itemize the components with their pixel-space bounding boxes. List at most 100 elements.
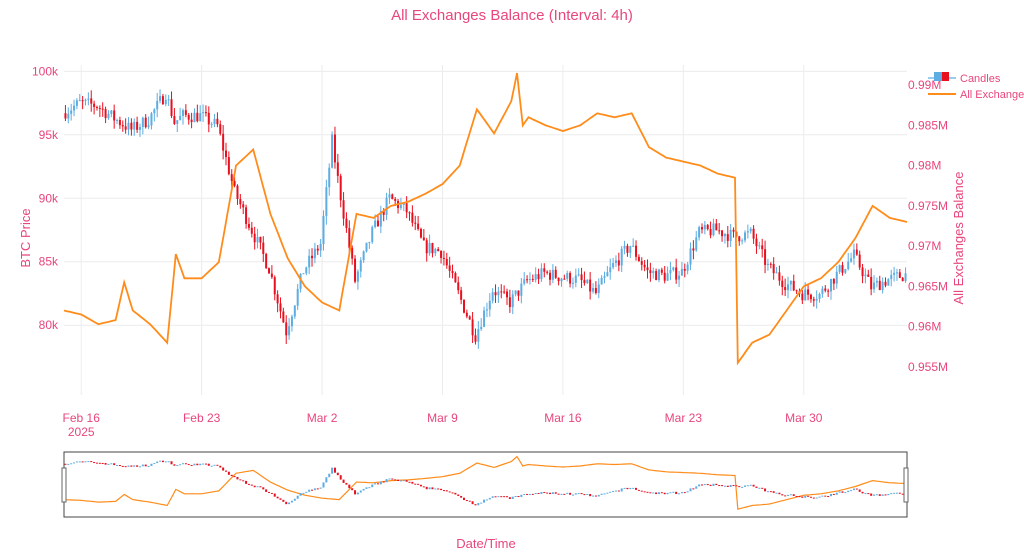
x-tick-label: Mar 9	[427, 411, 458, 425]
candle-body	[858, 254, 861, 268]
range-slider-candle	[784, 495, 787, 497]
range-slider-candle	[391, 478, 394, 480]
range-slider-candle	[491, 496, 494, 498]
range-slider-candle	[606, 492, 609, 494]
range-slider-candle	[818, 496, 821, 498]
candle-body	[709, 229, 712, 236]
range-slider-candle	[540, 491, 543, 494]
candle-body	[325, 187, 328, 216]
range-slider-candle	[239, 479, 242, 481]
candle-body	[571, 282, 574, 284]
range-slider-candle	[445, 490, 448, 492]
candle-body	[405, 203, 408, 213]
candle-body	[75, 100, 78, 106]
candle-body	[870, 276, 873, 290]
candle-body	[875, 280, 878, 283]
candle-body	[402, 203, 405, 205]
range-slider-candle	[316, 488, 319, 490]
range-slider-candle	[549, 492, 552, 495]
range-slider-candle	[417, 483, 420, 485]
range-slider-candle	[652, 492, 655, 494]
candle-body	[809, 294, 812, 300]
range-slider-candle	[73, 462, 76, 464]
candle-body	[640, 261, 643, 265]
legend-candles-label[interactable]: Candles	[960, 73, 1001, 85]
range-slider-candle	[256, 486, 259, 488]
candle-body	[500, 291, 503, 293]
range-slider-candle	[893, 492, 896, 494]
range-slider-candle	[726, 485, 729, 487]
x-axis-label: Date/Time	[456, 536, 515, 551]
candle-body	[210, 123, 213, 125]
candle-body	[207, 112, 210, 125]
x-tick-label: Feb 23	[183, 411, 221, 425]
range-slider-candle	[460, 495, 463, 498]
candle-body	[560, 278, 563, 282]
range-slider-candle	[336, 472, 339, 476]
range-slider-candle	[299, 492, 302, 496]
range-slider-candle	[571, 494, 574, 496]
range-slider-candle	[881, 494, 884, 496]
candle-body	[399, 204, 402, 209]
candle-body	[626, 245, 629, 253]
range-slider-candle	[328, 473, 331, 478]
candle-body	[328, 167, 331, 188]
range-slider-candle	[440, 488, 443, 491]
candle-body	[589, 279, 592, 292]
candle-body	[764, 249, 767, 265]
range-slider-candle	[422, 486, 425, 488]
range-slider-candle	[118, 465, 121, 467]
range-slider-candle	[468, 500, 471, 502]
candle-body	[78, 100, 81, 102]
range-slider-candle	[655, 492, 658, 495]
candle-body	[167, 99, 170, 101]
range-slider-candle	[657, 492, 660, 495]
y-right-tick-label: 0.98M	[908, 159, 941, 173]
candle-body	[116, 120, 119, 122]
range-slider-candle	[695, 486, 698, 489]
range-slider-candle	[867, 493, 870, 495]
candle-body	[715, 223, 718, 231]
range-slider-candle	[190, 464, 193, 466]
range-slider-candle	[199, 463, 202, 466]
range-slider-candle	[419, 484, 422, 487]
candle-body	[692, 248, 695, 251]
range-slider-candle	[308, 489, 311, 492]
candle-body	[732, 229, 735, 232]
range-slider-balance-line	[63, 455, 908, 510]
range-slider-candle	[138, 466, 141, 468]
range-slider-candle	[181, 463, 184, 465]
range-slider-candle	[64, 463, 67, 465]
range-slider-candle	[560, 493, 563, 495]
range-slider-candle	[778, 492, 781, 495]
range-slider-candle	[311, 489, 314, 491]
range-slider-candle	[150, 463, 153, 466]
candle-body	[181, 110, 184, 116]
range-slider-left-handle[interactable]	[61, 467, 67, 503]
range-slider-candle	[835, 492, 838, 495]
candle-body	[130, 122, 133, 130]
range-slider-candle	[196, 463, 199, 466]
candle-body	[649, 270, 652, 274]
range-slider-candle	[121, 465, 124, 467]
candle-body	[242, 204, 245, 208]
candle-body	[600, 277, 603, 285]
range-slider-right-handle[interactable]	[903, 467, 909, 503]
range-slider[interactable]	[63, 451, 908, 518]
candle-body	[807, 289, 810, 295]
range-slider-candle	[506, 496, 509, 498]
range-slider-candle	[901, 493, 904, 495]
candle-body	[319, 244, 322, 251]
range-slider-candle	[227, 471, 230, 475]
range-slider-candle	[408, 481, 411, 483]
candle-body	[164, 99, 167, 105]
range-slider-candle	[425, 486, 428, 490]
candle-body	[156, 100, 159, 110]
range-slider-candle	[276, 496, 279, 499]
range-slider-candle	[159, 460, 162, 462]
legend[interactable]: Candles All Exchanges Balance	[928, 72, 1024, 101]
legend-balance-label[interactable]: All Exchanges Balance	[960, 89, 1024, 101]
candle-body	[789, 280, 792, 285]
candle-body	[480, 326, 483, 330]
plot-area[interactable]	[64, 65, 907, 395]
